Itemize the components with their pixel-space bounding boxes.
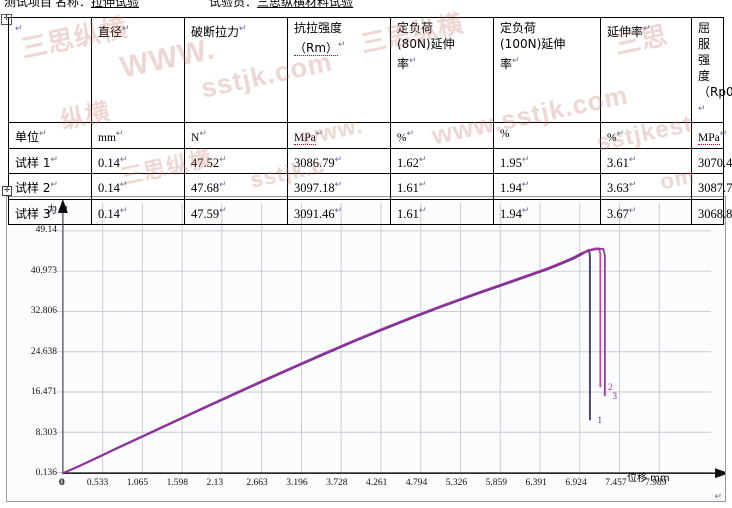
x-tick-label: 1.065 [126, 478, 149, 488]
header-left-value: 拉伸试验 [91, 0, 140, 9]
x-tick-label: 0.533 [86, 478, 109, 488]
y-tick-label: 40.973 [30, 265, 57, 276]
cell-elongation: 3.63↵ [600, 173, 692, 200]
tensile-test-results-table: ↵ 直径↵ 破断拉力↵ 抗拉强度 （Rm）↵ 定负荷 (80N)延伸 率↵ 定负… [8, 16, 732, 225]
cell-tensile-strength: MPa↵ [287, 122, 391, 150]
curve-label-3: 3 [612, 390, 618, 401]
x-tick-label: 6.391 [525, 478, 547, 488]
cell-elong-80n: 1.61↵ [390, 198, 494, 225]
header-right-label: 试验员： [209, 0, 258, 9]
header-left-label: 测试项目 名称： [4, 0, 92, 9]
x-tick-label: 4.261 [366, 478, 388, 488]
y-tick-label: 0.136 [35, 468, 57, 479]
curve-label-1: 1 [597, 414, 603, 425]
document-header-strip: 测试项目 名称：拉伸试验 试验员：三思纵横材料试验 [0, 0, 732, 9]
x-tick-label: 4.794 [405, 478, 428, 488]
cell-yield-strength: MPa↵ [691, 122, 727, 150]
cell-diameter: 0.14↵ [91, 173, 185, 200]
x-tick-label: 1.598 [166, 478, 188, 488]
chart-plot-area [7, 197, 725, 501]
header-cell-elong-80n: 定负荷 (80N)延伸 率↵ [390, 16, 494, 124]
y-tick-label: 32.806 [30, 306, 57, 317]
table-row: 试样 3↵ 0.14↵ 47.59↵ 3091.46↵ 1.61↵ 1.94↵ … [8, 198, 732, 225]
chart-paragraph-mark: ↵ [714, 491, 722, 501]
cell-label: 试样 1↵ [8, 148, 92, 175]
curve-label-2: 2 [608, 381, 613, 392]
header-cell-yield-strength: 屈服强度 （Rp0.2）↵ [691, 16, 732, 124]
cell-tensile-strength: 3097.18↵ [287, 173, 391, 200]
chart-anchor-handle-icon[interactable]: ✛ [2, 186, 12, 196]
y-tick-label: 24.638 [30, 346, 57, 357]
cell-yield-strength: 3087.76↵ [691, 173, 732, 200]
table-header-row: ↵ 直径↵ 破断拉力↵ 抗拉强度 （Rm）↵ 定负荷 (80N)延伸 率↵ 定负… [8, 16, 732, 124]
cell-elong-100n: % [493, 122, 601, 150]
cell-label: 试样 3↵ [8, 198, 92, 225]
cell-elongation: 3.61↵ [600, 148, 692, 175]
x-tick-label: 6.924 [565, 478, 587, 488]
header-cell-label: ↵ [8, 16, 92, 124]
cell-yield-strength: 3068.86↵ [691, 198, 732, 225]
header-right-value: 三思纵横材料试验 [257, 0, 354, 9]
x-tick-label: 0 [60, 478, 65, 488]
cell-label: 单位↵ [8, 122, 92, 150]
cell-elong-100n: 1.94↵ [493, 198, 601, 225]
x-tick-label: 2.13 [206, 478, 224, 488]
cell-label: 试样 2↵ [8, 173, 92, 200]
cell-elongation: %↵ [600, 122, 692, 150]
cell-yield-strength: 3070.48↵ [691, 148, 732, 175]
force-displacement-chart: 力 N 位移 mm 0 0.533 1.065 1.598 2.13 2.663 3.196… [6, 196, 726, 502]
header-cell-elongation: 延伸率↵ [600, 16, 692, 124]
table-row: 单位↵ mm↵ N↵ MPa↵ %↵ % %↵ MPa↵ [8, 122, 727, 150]
x-tick-label: 5.326 [445, 478, 468, 488]
x-tick-label: 2.663 [246, 478, 268, 488]
y-tick-label: 49.14 [35, 225, 57, 236]
cell-diameter: 0.14↵ [91, 148, 185, 175]
header-cell-diameter: 直径↵ [91, 16, 185, 124]
cell-break-force: 47.68↵ [184, 173, 288, 200]
y-tick-label: 8.303 [35, 427, 57, 438]
x-tick-label: 7.457 [605, 478, 627, 488]
header-cell-tensile-strength: 抗拉强度 （Rm）↵ [287, 16, 391, 124]
cell-elongation: 3.67↵ [600, 198, 692, 225]
x-tick-label: 5.859 [485, 478, 507, 488]
cell-elong-80n: 1.61↵ [390, 173, 494, 200]
x-axis-title: 位移 mm [627, 473, 670, 484]
cell-elong-100n: 1.95↵ [493, 148, 601, 175]
x-tick-label: 3.196 [286, 478, 308, 488]
header-cell-break-force: 破断拉力↵ [184, 16, 288, 124]
cell-diameter: 0.14↵ [91, 198, 185, 225]
document-header-text: 测试项目 名称：拉伸试验 试验员：三思纵横材料试验 [4, 0, 353, 9]
table-row: 试样 1↵ 0.14↵ 47.52↵ 3086.79↵ 1.62↵ 1.95↵ … [8, 148, 732, 175]
x-tick-label: 7.989 [645, 478, 667, 488]
header-cell-elong-100n: 定负荷 (100N)延伸 率↵ [493, 16, 601, 124]
table-row: 试样 2↵ 0.14↵ 47.68↵ 3097.18↵ 1.61↵ 1.94↵ … [8, 173, 732, 200]
cell-elong-100n: 1.94↵ [493, 173, 601, 200]
cell-elong-80n: 1.62↵ [390, 148, 494, 175]
cell-break-force: N↵ [184, 122, 288, 150]
cell-tensile-strength: 3091.46↵ [287, 198, 391, 225]
x-tick-label: 3.728 [326, 478, 348, 488]
cell-break-force: 47.59↵ [184, 198, 288, 225]
cell-break-force: 47.52↵ [184, 148, 288, 175]
cell-diameter: mm↵ [91, 122, 185, 150]
y-tick-label: 16.471 [30, 387, 57, 398]
cell-tensile-strength: 3086.79↵ [287, 148, 391, 175]
y-axis-origin-label: 0 [59, 478, 64, 488]
cell-elong-80n: %↵ [390, 122, 494, 150]
